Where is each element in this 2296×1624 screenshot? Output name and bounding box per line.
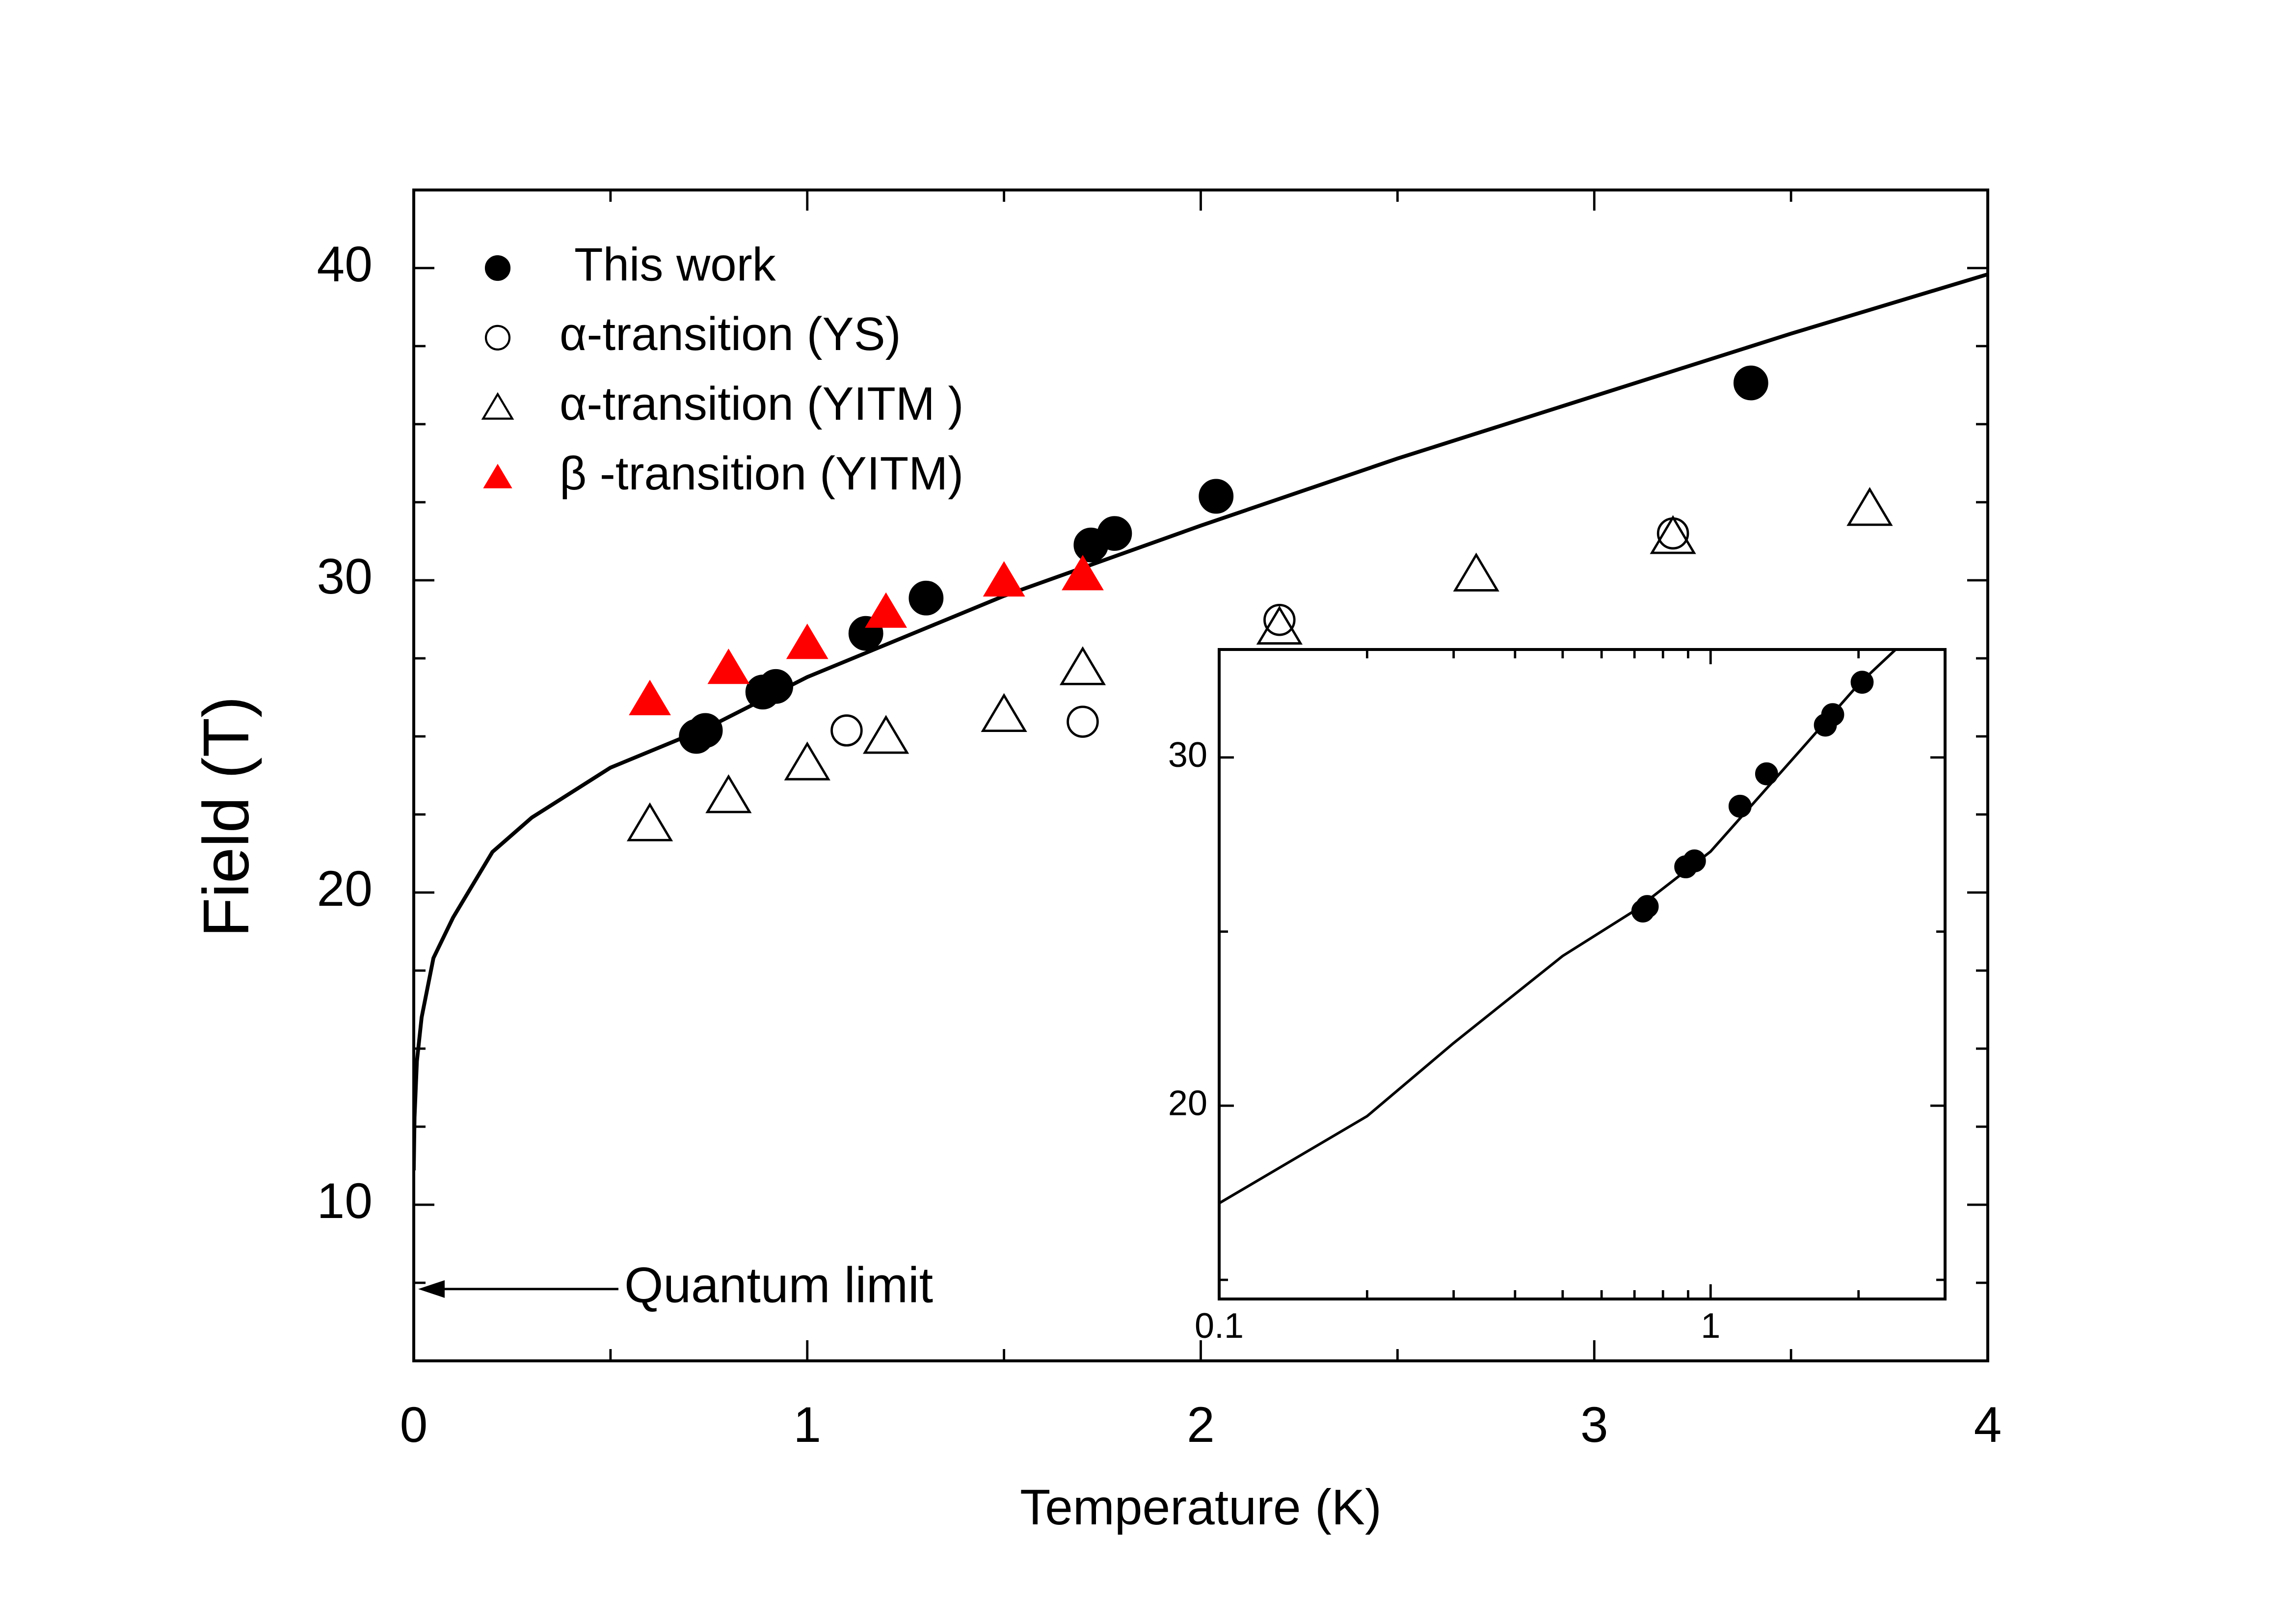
plot-area	[1219, 649, 1945, 1299]
circle-marker	[1733, 365, 1768, 401]
triangle-marker	[983, 561, 1025, 597]
fit-curve	[414, 272, 1988, 1171]
plot-1: 0.1 1 20 30	[1168, 648, 1947, 1346]
circle-marker	[1850, 671, 1874, 694]
x-axis-label: Temperature (K)	[1020, 1479, 1382, 1535]
data-layer	[1219, 649, 1897, 1205]
legend-label: β -transition (YITM)	[560, 447, 963, 500]
y-tick-label: 30	[1168, 735, 1207, 775]
x-tick-label: 0.1	[1195, 1306, 1244, 1346]
plot-frame	[412, 188, 1989, 1362]
triangle-marker	[1453, 552, 1499, 592]
y-tick-label: 20	[1168, 1083, 1207, 1123]
circle-marker	[830, 714, 863, 747]
circle-marker	[758, 669, 794, 704]
triangle-marker	[865, 592, 908, 628]
plot-frame	[1218, 648, 1947, 1300]
triangle-marker	[862, 715, 909, 754]
triangle-marker	[1062, 555, 1104, 591]
y-tick-label: 10	[317, 1173, 373, 1229]
circle-marker	[688, 713, 723, 748]
x-tick-label: 2	[1187, 1397, 1215, 1453]
circle-marker	[908, 580, 944, 616]
circle-marker	[1728, 794, 1752, 818]
x-tick-label: 1	[793, 1397, 821, 1453]
circle-marker	[1097, 516, 1132, 551]
triangle-marker	[705, 774, 752, 813]
triangle-marker	[1059, 646, 1106, 685]
legend-marker	[483, 463, 512, 488]
circle-marker	[1821, 703, 1844, 727]
legend-marker	[481, 392, 514, 420]
y-axis-label: Field (T)	[190, 696, 262, 937]
legend-marker	[484, 325, 511, 351]
circle-marker	[1263, 604, 1296, 636]
data-layer	[414, 272, 1988, 1171]
x-tick-label: 3	[1580, 1397, 1608, 1453]
triangle-marker	[629, 679, 671, 715]
legend-marker	[484, 255, 511, 281]
legend-label: This work	[574, 238, 776, 291]
y-tick-label: 30	[317, 548, 373, 604]
circle-marker	[1682, 849, 1706, 872]
circle-marker	[1067, 705, 1099, 738]
triangle-marker	[707, 649, 750, 684]
circle-marker	[1199, 479, 1234, 514]
circle-marker	[1635, 895, 1659, 918]
arrow-head	[418, 1280, 445, 1298]
y-tick-label: 40	[317, 236, 373, 292]
triangle-marker	[981, 693, 1027, 732]
triangle-marker	[626, 802, 673, 841]
circle-marker	[1755, 762, 1778, 785]
x-tick-label: 4	[1974, 1397, 2002, 1453]
triangle-marker	[1650, 515, 1696, 554]
annotation-text: Quantum limit	[624, 1257, 933, 1313]
triangle-marker	[786, 623, 828, 659]
x-tick-label: 0	[400, 1397, 428, 1453]
legend-label: α-transition (YITM )	[560, 378, 963, 430]
triangle-marker	[1846, 487, 1893, 526]
triangle-marker	[1256, 605, 1303, 645]
triangle-marker	[784, 741, 830, 781]
x-tick-label: 1	[1701, 1306, 1720, 1346]
legend-label: α-transition (YS)	[560, 308, 901, 360]
y-tick-label: 20	[317, 861, 373, 917]
